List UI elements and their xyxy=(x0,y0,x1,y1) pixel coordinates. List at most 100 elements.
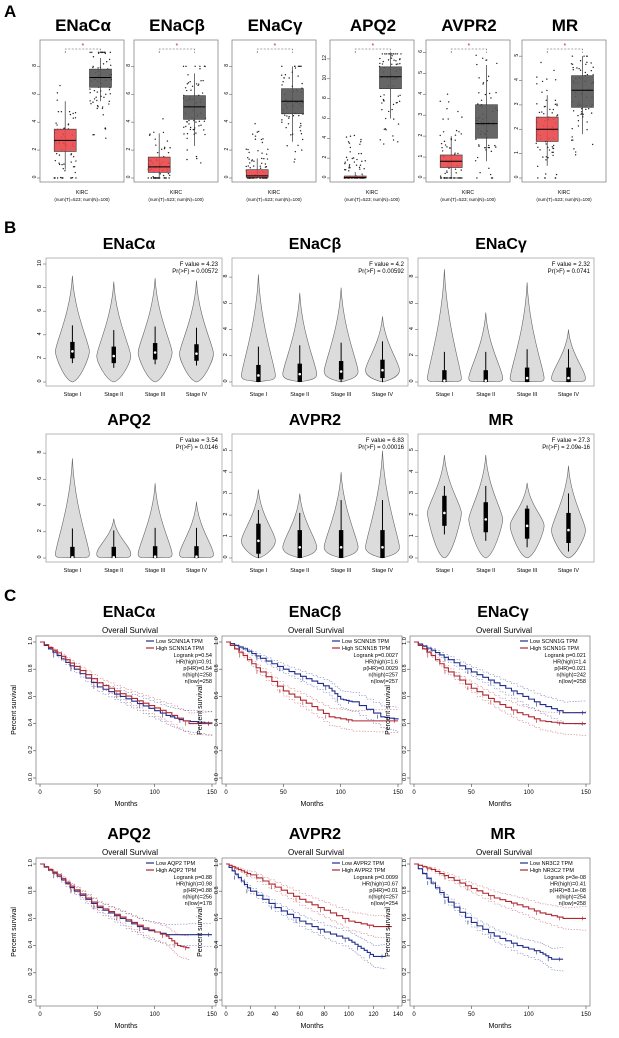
violin-box xyxy=(256,523,261,554)
jitter-point xyxy=(95,96,97,98)
jitter-point xyxy=(105,93,107,95)
y-tick-label: 5 xyxy=(514,54,520,57)
jitter-point xyxy=(554,103,557,106)
jitter-point xyxy=(355,164,358,166)
jitter-point xyxy=(361,173,363,175)
jitter-point xyxy=(259,177,261,179)
jitter-point xyxy=(397,63,399,65)
stage-label: Stage I xyxy=(64,392,82,398)
x-tick-label: 120 xyxy=(368,1012,379,1018)
jitter-point xyxy=(261,157,263,160)
y-tick-label: 2 xyxy=(409,513,415,516)
plot-frame xyxy=(409,857,591,1007)
jitter-point xyxy=(197,84,199,87)
jitter-point xyxy=(348,164,351,166)
jitter-point xyxy=(288,77,290,79)
y-tick-label: 0 xyxy=(223,379,229,382)
jitter-point xyxy=(281,121,283,123)
jitter-point xyxy=(190,89,192,91)
x-tick-label: 0 xyxy=(38,1012,42,1018)
stage-label: Stage III xyxy=(517,392,538,398)
violin-box xyxy=(70,546,75,558)
y-tick-label: 6 xyxy=(224,92,230,95)
subtitle: Overall Survival xyxy=(288,848,344,857)
y-tick-label: 0 xyxy=(126,175,132,178)
y-tick-label: 0.4 xyxy=(402,941,408,949)
panel-a-title-3: ENaCγ xyxy=(247,16,303,35)
jitter-point xyxy=(455,172,457,174)
y-tick-label: 0 xyxy=(37,555,43,558)
jitter-point xyxy=(101,106,104,108)
jitter-point xyxy=(344,162,346,165)
sig-bracket xyxy=(256,48,293,53)
jitter-point xyxy=(382,98,385,101)
jitter-point xyxy=(383,94,385,96)
y-tick-label: 2 xyxy=(514,127,520,130)
y-tick-label: 8 xyxy=(126,64,132,67)
y-tick-label: 0.6 xyxy=(28,914,34,922)
panel-a-boxplot-3: 0 2 4 6 8 * KIRC(num(T)=523; num(N)=100) xyxy=(224,39,317,202)
y-tick-label: 0.0 xyxy=(28,995,34,1003)
jitter-point xyxy=(552,144,555,147)
jitter-point xyxy=(58,154,61,156)
jitter-point xyxy=(159,173,161,175)
jitter-point xyxy=(97,105,99,108)
violin-median xyxy=(112,556,116,559)
legend-low-label: Low AQP2 TPM xyxy=(156,861,195,867)
y-tick-label: 1 xyxy=(418,154,424,157)
jitter-point xyxy=(200,124,202,126)
violin-box xyxy=(566,512,571,543)
low-survival-curve xyxy=(226,863,386,958)
jitter-point xyxy=(580,113,582,115)
jitter-point xyxy=(495,91,497,94)
jitter-point xyxy=(486,79,488,82)
p-value: Pr(>F) = 0.0741 xyxy=(548,269,591,275)
jitter-point xyxy=(167,172,170,175)
jitter-point xyxy=(72,166,75,168)
jitter-point xyxy=(586,55,588,57)
high-survival-curve xyxy=(40,641,212,725)
p-value: Pr(>F) = 0.0146 xyxy=(176,445,219,451)
x-sublabel: (num(T)=523; num(N)=100) xyxy=(440,197,496,202)
jitter-point xyxy=(97,51,100,54)
jitter-point xyxy=(195,121,197,123)
x-label: KIRC xyxy=(462,190,474,196)
jitter-point xyxy=(60,111,63,113)
jitter-point xyxy=(439,100,441,102)
jitter-point xyxy=(188,119,190,122)
jitter-point xyxy=(299,130,302,132)
jitter-point xyxy=(64,170,66,172)
jitter-point xyxy=(390,57,393,59)
jitter-point xyxy=(200,80,202,82)
jitter-point xyxy=(397,95,400,97)
jitter-point xyxy=(358,152,360,155)
high-ci-lower xyxy=(40,863,190,961)
stage-label: Stage III xyxy=(331,392,352,398)
jitter-point xyxy=(384,53,386,55)
jitter-point xyxy=(474,160,477,162)
jitter-point xyxy=(93,133,95,136)
x-tick-label: 50 xyxy=(468,790,475,796)
jitter-point xyxy=(186,149,188,151)
low-survival-curve xyxy=(414,863,564,960)
jitter-point xyxy=(544,177,546,179)
x-tick-label: 100 xyxy=(150,1012,161,1018)
jitter-point xyxy=(577,114,579,117)
jitter-point xyxy=(91,51,93,54)
jitter-point xyxy=(346,159,349,161)
y-axis-label: Percent survival xyxy=(11,685,18,735)
violin-median xyxy=(381,545,384,549)
jitter-point xyxy=(301,82,303,85)
jitter-point xyxy=(395,60,397,62)
y-tick-label: 2 xyxy=(322,156,328,159)
x-tick-label: 40 xyxy=(272,1012,279,1018)
jitter-point xyxy=(349,151,351,153)
jitter-point xyxy=(482,83,484,85)
x-sublabel: (num(T)=523; num(N)=100) xyxy=(54,197,110,202)
violin-box xyxy=(297,363,302,382)
normal-box xyxy=(379,66,402,89)
y-tick-label: 4 xyxy=(224,120,230,123)
jitter-point xyxy=(293,161,295,163)
jitter-point xyxy=(393,59,395,61)
jitter-point xyxy=(381,108,383,111)
